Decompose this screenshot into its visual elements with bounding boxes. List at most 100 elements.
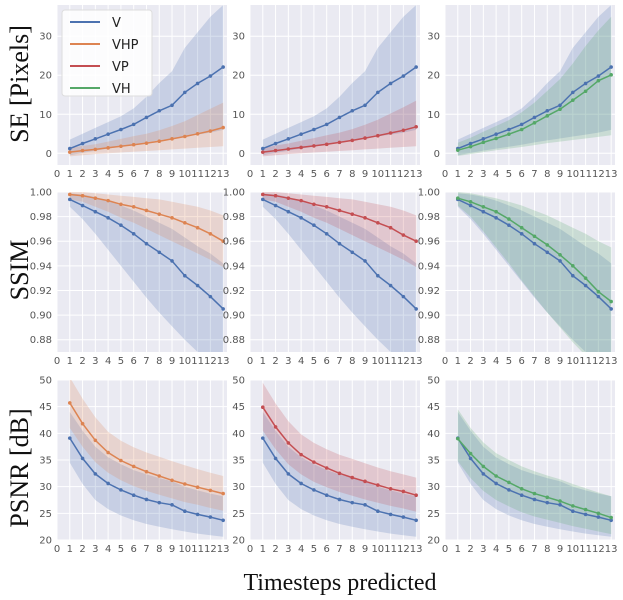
data-point-v [363,259,367,263]
data-point-vhp [195,225,200,230]
data-point-v [67,436,72,440]
x-tick-label: 8 [544,169,550,180]
data-point-v [273,456,278,461]
x-tick-label: 11 [384,544,397,555]
data-point-v [596,294,601,299]
data-point-vh [596,511,601,516]
data-point-v [144,115,149,120]
data-point-vhp [157,474,162,478]
x-tick-label: 1 [260,356,266,367]
x-tick-label: 0 [54,356,60,367]
y-tick-label: 45 [232,402,245,413]
x-tick-label: 11 [579,356,592,367]
x-axis-label: Timesteps predicted [243,570,436,596]
x-tick-label: 7 [531,356,537,367]
data-point-v [119,223,123,228]
data-point-v [609,65,613,69]
x-tick-label: 11 [384,356,397,367]
data-point-vhp [93,196,98,200]
data-point-vhp [67,150,72,154]
panel-r2-c2: 0 1 2 3 4 5 6 7 8 9 10 11 12 130.880.900.920.940.960.… [223,188,423,368]
x-tick-label: 9 [169,544,175,555]
data-point-vh [545,495,550,500]
x-tick-label: 7 [531,544,537,555]
x-tick-label: 11 [579,544,592,555]
data-point-vhp [221,125,225,130]
x-tick-label: 4 [493,356,499,367]
data-point-v [324,232,329,236]
x-tick-label: 13 [605,169,618,180]
data-point-vp [312,144,316,148]
y-tick-label: 20 [39,71,52,82]
x-tick-label: 9 [169,169,175,180]
data-point-v [532,241,537,246]
data-point-v [414,307,418,311]
x-tick-label: 5 [311,544,317,555]
plot-area [67,5,225,157]
data-point-v [260,436,265,440]
x-tick-label: 3 [480,169,486,180]
data-point-vhp [119,202,123,207]
y-tick-label: 1.00 [223,188,245,199]
data-point-vhp [170,216,174,220]
data-point-v [388,512,393,517]
x-tick-label: 5 [506,169,512,180]
data-point-vp [337,140,342,145]
data-point-vh [583,507,588,512]
x-tick-label: 5 [506,544,512,555]
data-point-vhp [157,139,162,143]
x-tick-label: 13 [410,544,423,555]
x-tick-label: 13 [605,356,618,367]
y-tick-label: 0.88 [30,335,52,346]
plot-background [445,5,615,165]
x-tick-label: 5 [311,356,317,367]
x-tick-label: 7 [336,544,342,555]
y-tick-label: 30 [232,32,245,43]
data-point-v [519,122,524,127]
data-point-vhp [131,142,136,147]
x-tick-label: 5 [118,356,124,367]
x-tick-label: 3 [285,169,291,180]
data-point-v [106,216,110,220]
x-tick-label: 4 [298,544,304,555]
data-point-vh [468,144,473,149]
x-tick-label: 10 [566,356,579,367]
x-tick-label: 11 [579,169,592,180]
data-point-v [260,146,265,151]
data-point-v [376,90,380,95]
row-label-ssim: SSIM [5,240,34,301]
x-tick-label: 0 [442,169,448,180]
y-tick-label: 35 [232,456,245,467]
y-tick-label: 50 [427,376,440,387]
data-point-vh [532,491,537,496]
data-point-v [363,503,367,507]
x-tick-label: 13 [605,544,618,555]
x-tick-label: 2 [467,169,473,180]
data-point-v [221,518,225,523]
row-label-psnr: PSNR [dB] [5,408,34,527]
data-point-vh [494,474,498,478]
data-point-vp [363,479,367,484]
x-tick-label: 0 [54,169,60,180]
y-tick-label: 30 [232,482,245,493]
data-point-v [609,518,613,523]
y-tick-label: 10 [427,110,440,121]
x-tick-label: 2 [272,169,278,180]
x-tick-label: 4 [493,544,499,555]
x-tick-label: 12 [397,544,410,555]
y-tick-label: 20 [427,71,440,82]
x-tick-label: 12 [204,169,217,180]
data-point-vp [350,475,355,480]
data-point-vp [376,483,380,487]
data-point-v [337,241,342,246]
x-tick-label: 1 [455,356,461,367]
x-tick-label: 0 [442,356,448,367]
data-point-v [388,283,393,288]
data-point-v [208,74,213,78]
x-tick-label: 3 [92,544,98,555]
band-v [262,193,417,352]
legend-label-v: V [112,16,121,31]
data-point-v [571,90,575,95]
y-tick-label: 40 [39,429,52,440]
